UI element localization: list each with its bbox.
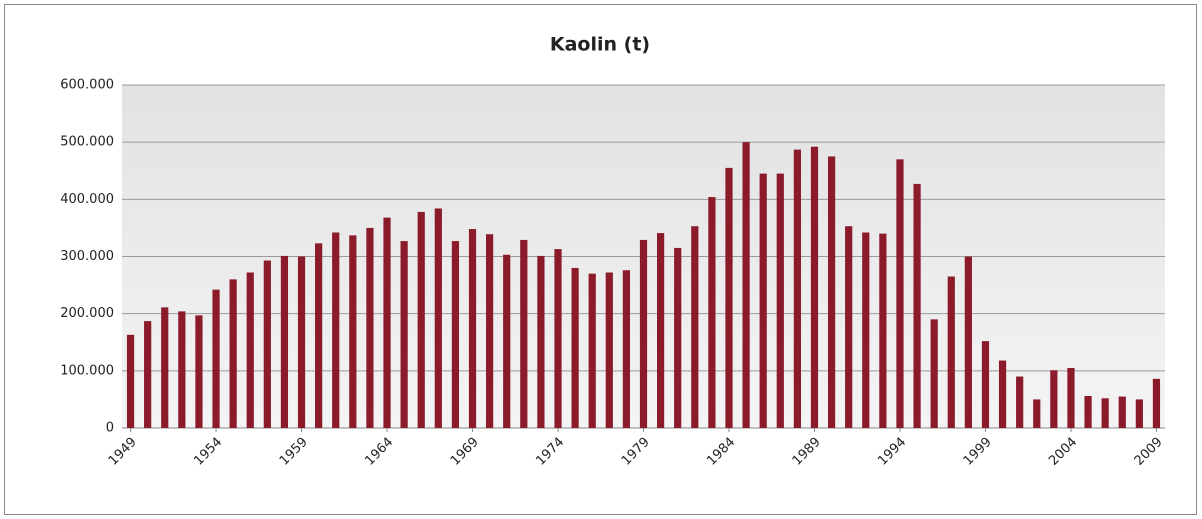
y-tick-label: 0 — [106, 421, 114, 436]
bar — [468, 229, 477, 428]
bar — [1067, 367, 1075, 428]
bar — [349, 235, 357, 428]
bar — [332, 232, 340, 428]
bar — [1101, 398, 1109, 428]
bar — [571, 267, 579, 428]
bar — [520, 239, 528, 428]
bar — [195, 315, 203, 428]
y-tick-label: 600.000 — [60, 78, 114, 93]
bar — [708, 197, 716, 428]
bar — [383, 217, 391, 428]
bar — [486, 234, 494, 428]
bar — [178, 311, 186, 428]
bar — [1050, 370, 1058, 428]
bar — [725, 167, 733, 428]
bar — [742, 142, 750, 428]
bar — [366, 227, 374, 428]
bar — [1118, 396, 1126, 428]
bar — [674, 247, 682, 428]
bar — [605, 272, 613, 428]
bar — [212, 289, 220, 428]
y-tick-label: 400.000 — [60, 192, 114, 207]
bar — [400, 241, 408, 428]
bar — [1135, 399, 1143, 428]
bar — [588, 273, 596, 428]
bar — [434, 208, 442, 428]
bar — [862, 232, 870, 428]
bar — [930, 319, 938, 428]
bar — [229, 279, 237, 428]
bar — [981, 341, 990, 428]
bar — [161, 307, 169, 428]
y-tick-label: 100.000 — [60, 363, 114, 378]
bar — [297, 256, 306, 428]
bar — [1033, 399, 1041, 428]
bar — [947, 276, 955, 428]
bar — [1084, 395, 1092, 428]
bar — [845, 226, 853, 428]
bar — [793, 149, 801, 428]
bar — [879, 233, 887, 428]
bar — [280, 255, 289, 428]
bar — [827, 156, 836, 429]
bar — [656, 233, 665, 428]
y-tick-label: 500.000 — [60, 135, 114, 150]
y-tick-label: 300.000 — [60, 249, 114, 264]
bar — [776, 173, 784, 428]
y-tick-label: 200.000 — [60, 306, 114, 321]
bar — [263, 260, 271, 428]
bar — [913, 183, 921, 428]
bar — [246, 272, 254, 428]
bar — [759, 173, 767, 428]
bar — [964, 256, 972, 428]
chart-title: Kaolin (t) — [550, 34, 650, 56]
bar — [1016, 376, 1024, 428]
bar — [1152, 378, 1161, 428]
bar — [998, 360, 1007, 428]
bar — [691, 226, 699, 428]
bar — [810, 146, 819, 429]
bar — [315, 243, 323, 428]
bar — [126, 334, 135, 428]
bar — [639, 239, 648, 428]
bar — [554, 249, 562, 428]
bar — [144, 321, 152, 428]
bar — [503, 254, 511, 428]
bar — [622, 270, 631, 428]
bar — [417, 211, 425, 428]
bar — [896, 159, 904, 429]
bar — [451, 241, 460, 428]
bar — [537, 255, 545, 428]
